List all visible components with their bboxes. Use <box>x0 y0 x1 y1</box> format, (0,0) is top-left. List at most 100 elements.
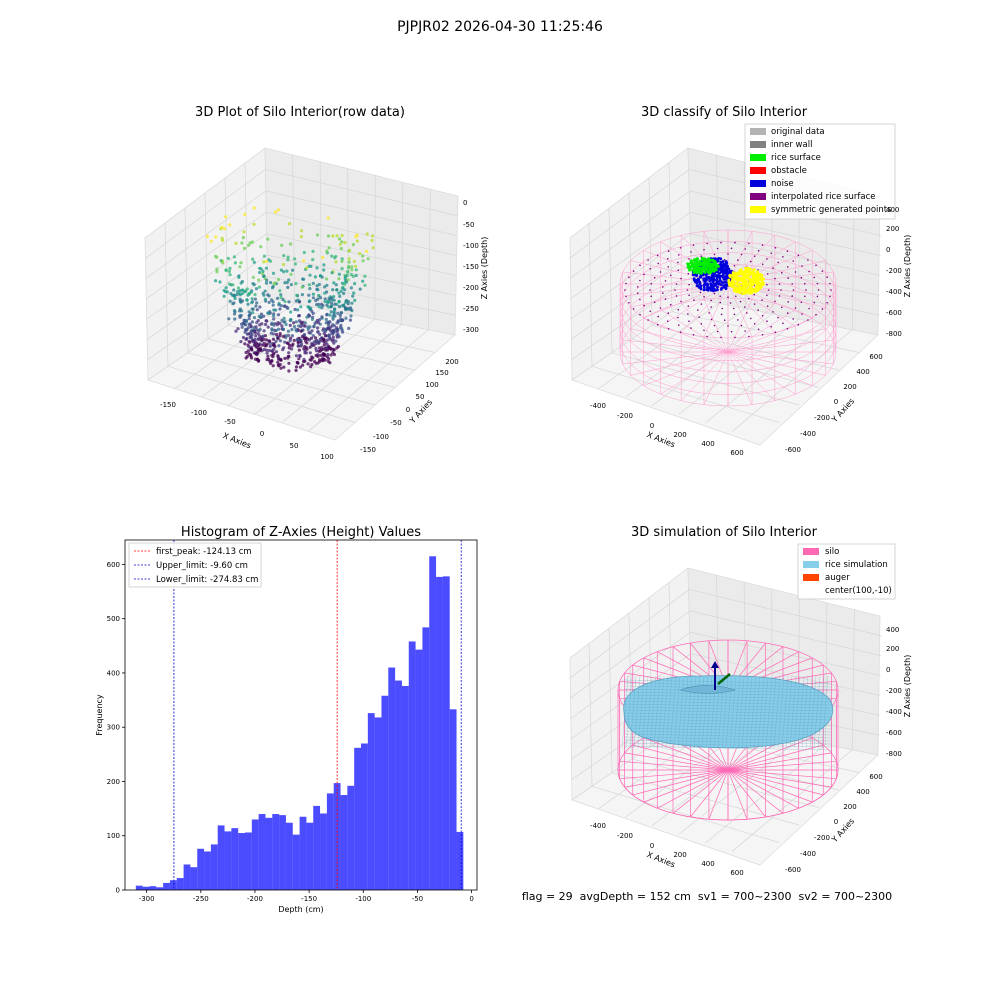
hist-bar <box>354 747 362 890</box>
cls-silo-bottom-spoke <box>727 299 753 353</box>
raw-point <box>294 320 298 324</box>
interpolated-point <box>667 250 670 252</box>
raw-point <box>312 340 316 344</box>
raw-point <box>347 260 351 264</box>
sim-xlabel: X Axies <box>646 850 677 869</box>
interpolated-point <box>804 295 806 298</box>
raw-ztick: -50 <box>463 221 474 229</box>
symmetric-point <box>757 285 761 289</box>
symmetric-point <box>750 291 754 295</box>
grid-line <box>689 589 882 637</box>
raw-point <box>335 321 339 325</box>
hist-bar <box>231 828 239 890</box>
raw-point <box>297 348 301 352</box>
rice-surface-point <box>704 261 708 264</box>
raw-point <box>233 296 237 301</box>
raw-point <box>248 340 252 344</box>
raw-point <box>339 289 343 293</box>
rice-surface-point <box>714 268 718 272</box>
sim-ztick: -400 <box>886 708 902 716</box>
symmetric-point <box>732 277 735 280</box>
raw-point <box>323 291 327 295</box>
hist-bar <box>367 713 375 890</box>
hist-bar <box>313 805 321 890</box>
cls-xtick: 200 <box>673 431 686 439</box>
raw-point <box>347 326 351 330</box>
symmetric-point <box>731 285 735 289</box>
hist-bar <box>251 819 259 890</box>
sim-xtick: 600 <box>730 869 743 877</box>
noise-point <box>722 272 725 276</box>
raw-point <box>215 270 219 274</box>
interpolated-point <box>720 313 723 316</box>
interpolated-point <box>807 259 809 261</box>
legend-label-symmetric-generated-points: symmetric generated points <box>771 205 892 215</box>
cls-ztick: -400 <box>886 288 902 296</box>
interpolated-point <box>744 330 746 332</box>
interpolated-point <box>766 258 768 260</box>
interpolated-point <box>624 289 626 291</box>
noise-point <box>699 287 703 291</box>
grid-line <box>145 190 267 279</box>
symmetric-point <box>729 283 732 287</box>
rice-surface-point <box>708 267 712 271</box>
noise-point <box>716 288 719 292</box>
hist-bar <box>245 832 252 890</box>
raw-point <box>328 361 332 365</box>
raw-point <box>318 332 322 336</box>
hist-bar <box>395 680 402 890</box>
sim-ztick: -800 <box>886 750 902 758</box>
interpolated-point <box>653 301 656 304</box>
raw-point <box>240 280 244 284</box>
noise-point <box>725 268 729 272</box>
sim-silo-bottom-spoke <box>657 769 729 809</box>
raw-point <box>289 272 293 276</box>
interpolated-point <box>674 289 676 291</box>
noise-point <box>711 288 714 292</box>
raw-point <box>240 299 245 303</box>
raw-ytick: 0 <box>406 406 410 414</box>
raw-point <box>266 237 270 241</box>
raw-ylabel: Y Axies <box>407 398 434 426</box>
raw-point <box>236 327 240 331</box>
raw-point <box>288 339 292 343</box>
raw-point <box>295 361 300 365</box>
raw-point <box>330 254 334 258</box>
interpolated-point <box>632 270 635 272</box>
raw-point <box>263 297 267 301</box>
interpolated-point <box>719 301 722 304</box>
cls-silo-bottom-spoke <box>630 328 729 353</box>
raw-point <box>304 339 308 343</box>
interpolated-point <box>744 306 746 308</box>
cls-silo-bottom-spoke <box>680 303 729 353</box>
raw-point <box>283 340 287 344</box>
interpolated-point <box>720 241 722 244</box>
cls-xtick: -200 <box>617 412 633 420</box>
raw-point <box>294 365 299 369</box>
raw-point <box>247 314 251 318</box>
raw-point <box>361 254 365 258</box>
legend-swatch-symmetric-generated-points <box>750 206 766 213</box>
noise-point <box>712 277 716 281</box>
raw-point <box>309 336 313 340</box>
raw-point <box>344 316 348 320</box>
interpolated-point <box>766 283 768 286</box>
raw-point <box>258 305 262 309</box>
raw-ztick: 0 <box>463 199 467 207</box>
symmetric-point <box>728 275 732 279</box>
cls-xtick: 0 <box>650 422 654 430</box>
grid-line <box>631 338 820 388</box>
raw-point <box>270 349 274 353</box>
raw-point <box>255 301 259 305</box>
hist-bar <box>388 667 396 890</box>
raw-point <box>325 313 329 317</box>
hist-bar <box>183 864 191 890</box>
raw-point <box>340 326 344 330</box>
raw-point <box>255 308 259 312</box>
raw-point <box>320 348 324 352</box>
legend-label-center: center(100,-10) <box>825 586 892 596</box>
hist-x-ticks: -300 -250 -200 -150 -100 -50 0 <box>139 890 474 903</box>
rice-surface-point <box>712 264 716 267</box>
interpolated-point <box>778 295 781 297</box>
interpolated-point <box>700 323 703 325</box>
